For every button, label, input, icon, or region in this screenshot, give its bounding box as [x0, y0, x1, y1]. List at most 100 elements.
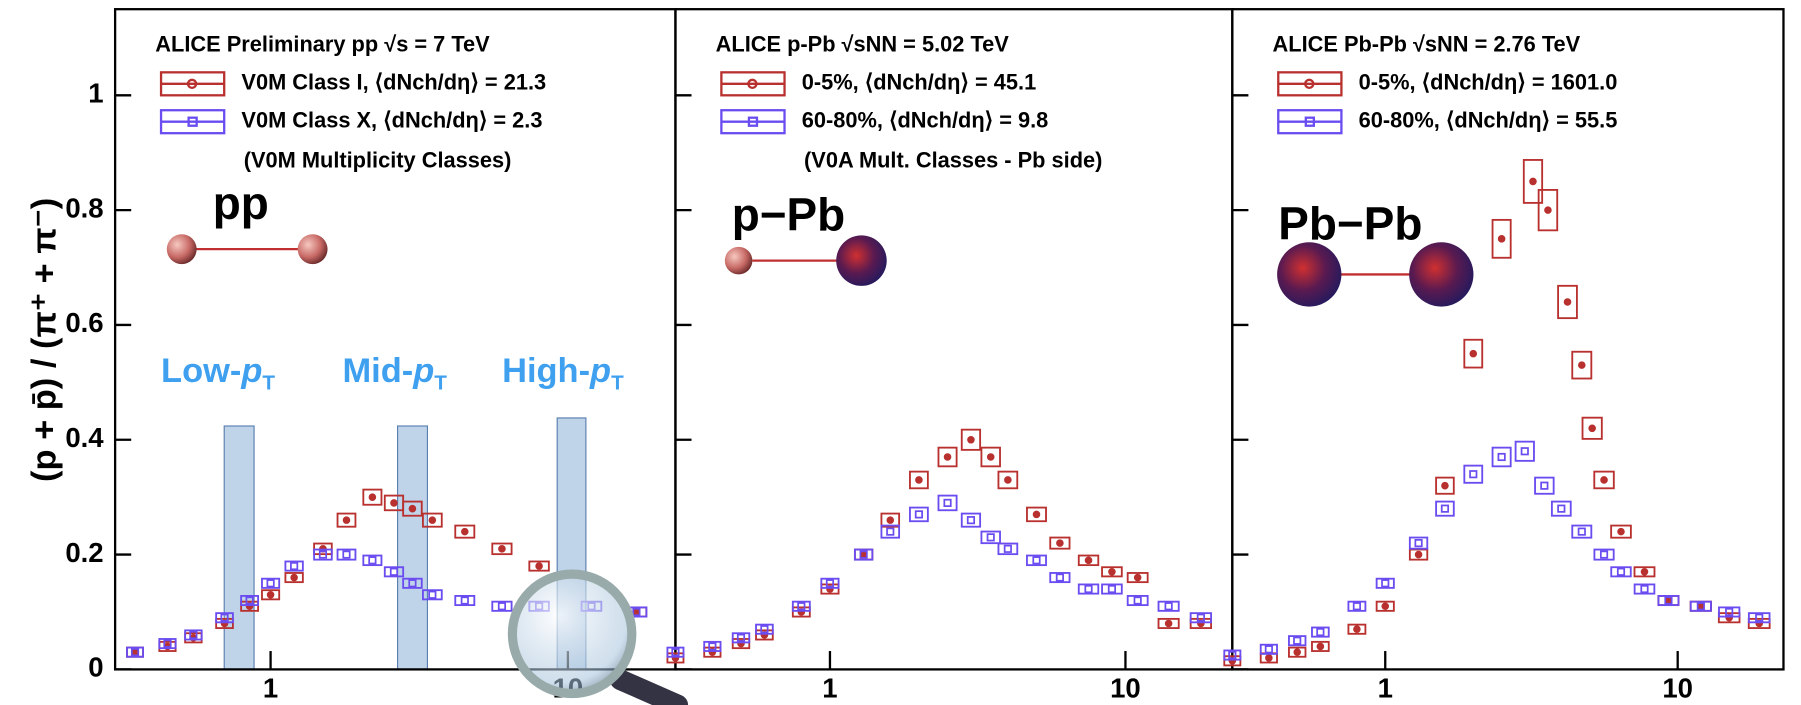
syst-box — [909, 506, 929, 523]
syst-box — [1593, 470, 1615, 490]
data-point — [760, 625, 769, 634]
syst-box — [1435, 500, 1455, 517]
syst-box — [158, 638, 177, 650]
legend-note: (V0M Multiplicity Classes) — [244, 148, 512, 173]
data-point — [966, 516, 976, 525]
data-point — [1497, 452, 1506, 462]
syst-box — [960, 512, 982, 528]
annotation-part: Mid- — [342, 352, 413, 390]
syst-box — [666, 646, 685, 658]
data-point — [428, 590, 437, 599]
syst-box — [755, 629, 774, 641]
syst-box — [1311, 640, 1330, 652]
data-point — [915, 476, 923, 484]
data-point — [1755, 613, 1764, 622]
syst-box — [402, 577, 423, 589]
data-point — [1108, 568, 1116, 576]
y-tick-label: 0.6 — [65, 307, 103, 338]
y-tick-label: 1 — [88, 78, 103, 109]
annotation-part: T — [611, 372, 624, 395]
data-point — [1529, 177, 1537, 186]
syst-box — [454, 595, 476, 607]
data-point — [290, 573, 298, 582]
system-label: p−Pb — [732, 188, 846, 240]
data-point — [1353, 625, 1361, 634]
syst-box — [1571, 350, 1593, 380]
data-point — [1497, 235, 1506, 243]
syst-box — [1747, 612, 1771, 624]
legend-label: 0-5%, ⟨dNch/dη⟩ = 45.1 — [802, 70, 1036, 95]
syst-box — [261, 577, 281, 589]
data-point — [1228, 650, 1237, 660]
syst-box — [755, 623, 774, 635]
legend-marker — [1304, 78, 1315, 89]
syst-box — [1223, 649, 1242, 661]
x-tick-label: 10 — [1662, 672, 1693, 703]
data-point — [943, 453, 952, 461]
data-point — [535, 562, 543, 570]
data-point — [859, 550, 868, 559]
data-point — [1577, 527, 1586, 536]
data-point — [986, 533, 995, 542]
annotation-part: p — [240, 352, 262, 390]
data-point — [1316, 628, 1325, 637]
x-tick-label: 1 — [1378, 672, 1393, 703]
syst-box — [880, 524, 901, 539]
syst-box — [1633, 583, 1656, 595]
syst-box — [1534, 476, 1555, 495]
syst-box — [1718, 606, 1741, 618]
x-tick-label: 1 — [822, 672, 837, 703]
data-point — [1032, 510, 1041, 519]
data-point — [390, 499, 398, 507]
legend-marker — [186, 78, 198, 89]
data-point — [290, 561, 299, 571]
data-point — [408, 579, 417, 588]
syst-box — [336, 548, 357, 561]
syst-box — [980, 530, 1001, 545]
legend-label: 60-80%, ⟨dNch/dη⟩ = 55.5 — [1359, 107, 1618, 132]
syst-box — [1126, 572, 1149, 584]
syst-box — [240, 595, 260, 607]
data-point — [797, 602, 806, 611]
annotation-part: High- — [502, 352, 590, 390]
legend-marker — [747, 116, 759, 127]
syst-box — [1581, 416, 1603, 440]
data-point — [1265, 654, 1273, 662]
data-point — [1540, 481, 1549, 490]
data-point — [1032, 556, 1041, 565]
syst-box — [126, 646, 144, 658]
data-point — [1293, 636, 1302, 645]
magnifier[interactable] — [507, 569, 689, 705]
syst-box — [820, 577, 840, 589]
data-point — [886, 527, 895, 536]
data-point — [986, 453, 995, 461]
data-point — [1640, 568, 1649, 576]
data-point — [266, 579, 275, 588]
syst-box — [1550, 500, 1572, 517]
syst-box — [820, 583, 840, 595]
syst-box — [1126, 595, 1149, 607]
data-point — [886, 516, 895, 524]
data-point — [859, 550, 868, 559]
syst-box — [1610, 566, 1632, 578]
syst-box — [215, 612, 234, 624]
data-point — [342, 550, 351, 559]
syst-box — [997, 542, 1019, 556]
syst-box — [980, 446, 1001, 468]
syst-box — [1157, 617, 1180, 629]
x-tick-label: 1 — [263, 672, 278, 703]
syst-box — [1610, 524, 1632, 539]
data-point — [1352, 602, 1361, 611]
syst-box — [1747, 617, 1771, 629]
syst-box — [880, 512, 901, 528]
annotation: High-pT — [502, 352, 624, 395]
data-point — [1588, 424, 1596, 433]
data-point — [1441, 481, 1449, 490]
syst-box — [215, 617, 234, 629]
data-point — [1164, 602, 1173, 611]
legend-label: V0M Class X, ⟨dNch/dη⟩ = 2.3 — [241, 107, 542, 132]
data-point — [130, 648, 140, 657]
syst-box — [1375, 600, 1395, 612]
data-point — [1469, 349, 1478, 358]
